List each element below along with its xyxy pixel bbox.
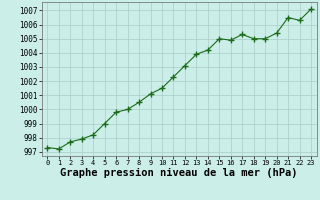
X-axis label: Graphe pression niveau de la mer (hPa): Graphe pression niveau de la mer (hPa) [60,168,298,178]
